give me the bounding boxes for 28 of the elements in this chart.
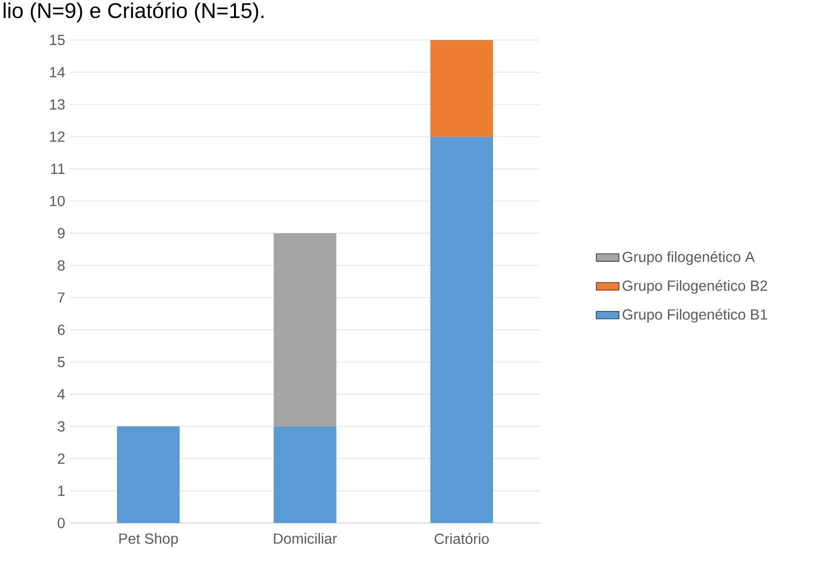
y-tick-label: 6 <box>58 324 65 335</box>
bar <box>274 426 336 523</box>
text: lio (N=9) e Criatório (N=15). <box>4 2 264 22</box>
y-tick-label: 14 <box>50 67 65 78</box>
bar <box>274 233 336 426</box>
y-tick-label: 15 <box>50 34 65 46</box>
legend-label: Grupo Filogenético B2 <box>622 280 768 294</box>
x-tick-label: Pet Shop <box>119 533 178 547</box>
y-tick-label: 13 <box>50 99 65 110</box>
y-tick-label: 12 <box>50 131 65 142</box>
legend-label: Grupo Filogenético B1 <box>622 308 768 323</box>
y-tick-label: 3 <box>58 421 65 432</box>
x-tick-label: Domiciliar <box>274 533 337 544</box>
x-tick-label: Criatório <box>434 533 489 544</box>
y-tick-label: 10 <box>50 196 65 206</box>
y-tick-label: 11 <box>51 164 65 174</box>
y-tick-label: 4 <box>57 389 65 400</box>
bar <box>430 136 493 523</box>
y-tick-label: 8 <box>58 260 65 271</box>
y-tick-label: 0 <box>58 518 65 528</box>
y-tick-label: 5 <box>58 356 65 368</box>
y-tick-label: 9 <box>58 228 65 238</box>
y-tick-label: 1 <box>58 486 65 496</box>
bar <box>117 426 180 523</box>
legend-label: Grupo filogenético A <box>622 251 755 265</box>
y-tick-label: 7 <box>58 292 65 303</box>
bar <box>430 40 493 137</box>
y-tick-label: 2 <box>58 453 65 464</box>
